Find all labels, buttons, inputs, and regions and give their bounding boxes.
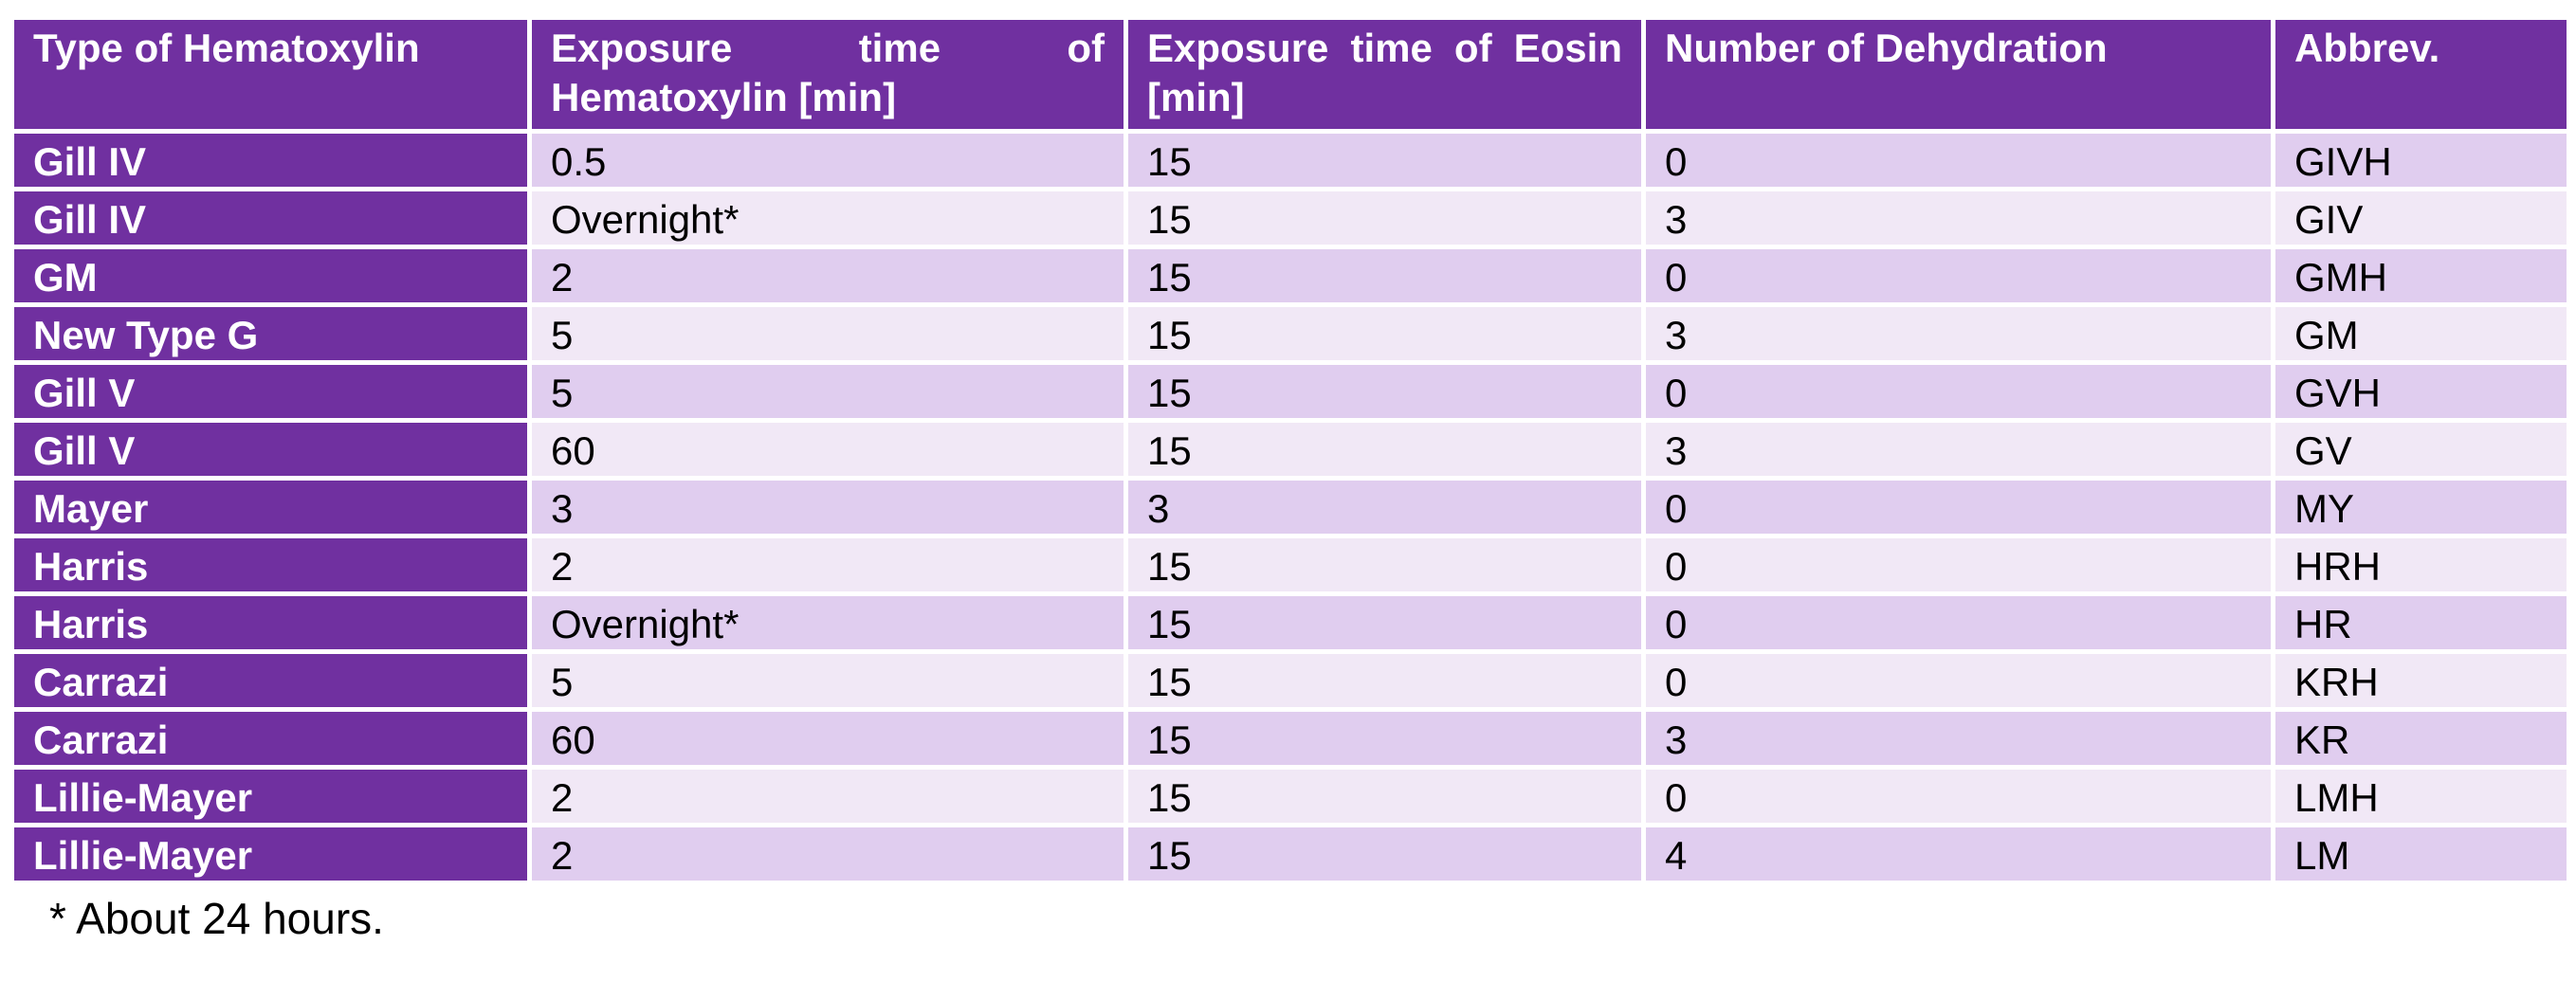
cell-dehydration: 4 xyxy=(1641,823,2275,885)
header-number-of-dehydration: Number of Dehydration xyxy=(1641,15,2275,134)
table-row: Gill V 5 15 0 GVH xyxy=(9,360,2571,423)
cell-type: GM xyxy=(9,245,532,307)
cell-abbrev: MY xyxy=(2271,476,2571,538)
cell-abbrev: GV xyxy=(2271,418,2571,481)
cell-abbrev: KR xyxy=(2271,707,2571,770)
cell-eosin-time: 15 xyxy=(1124,707,1646,770)
cell-eosin-time: 15 xyxy=(1124,823,1646,885)
data-table-container: Type of Hematoxylin Exposure time of Hem… xyxy=(9,15,2571,885)
header-exposure-hematoxylin: Exposure time of Hematoxylin [min] xyxy=(527,15,1128,134)
cell-hematoxylin-time: 2 xyxy=(527,534,1128,596)
cell-dehydration: 3 xyxy=(1641,302,2275,365)
cell-eosin-time: 15 xyxy=(1124,245,1646,307)
cell-hematoxylin-time: 5 xyxy=(527,649,1128,712)
cell-dehydration: 0 xyxy=(1641,476,2275,538)
table-row: Gill V 60 15 3 GV xyxy=(9,418,2571,481)
cell-dehydration: 3 xyxy=(1641,418,2275,481)
cell-hematoxylin-time: Overnight* xyxy=(527,591,1128,654)
cell-hematoxylin-time: 2 xyxy=(527,765,1128,827)
cell-dehydration: 0 xyxy=(1641,534,2275,596)
table-row: Harris Overnight* 15 0 HR xyxy=(9,591,2571,654)
cell-type: Harris xyxy=(9,534,532,596)
hematoxylin-table: Type of Hematoxylin Exposure time of Hem… xyxy=(9,15,2571,885)
cell-eosin-time: 15 xyxy=(1124,591,1646,654)
cell-eosin-time: 15 xyxy=(1124,187,1646,249)
cell-abbrev: LM xyxy=(2271,823,2571,885)
table-row: Gill IV 0.5 15 0 GIVH xyxy=(9,129,2571,191)
cell-eosin-time: 3 xyxy=(1124,476,1646,538)
cell-hematoxylin-time: 60 xyxy=(527,418,1128,481)
cell-abbrev: HR xyxy=(2271,591,2571,654)
footnote: * About 24 hours. xyxy=(49,894,384,943)
cell-dehydration: 3 xyxy=(1641,187,2275,249)
cell-type: Gill V xyxy=(9,418,532,481)
cell-abbrev: LMH xyxy=(2271,765,2571,827)
cell-dehydration: 0 xyxy=(1641,245,2275,307)
cell-abbrev: GIVH xyxy=(2271,129,2571,191)
cell-eosin-time: 15 xyxy=(1124,129,1646,191)
cell-dehydration: 3 xyxy=(1641,707,2275,770)
cell-hematoxylin-time: 3 xyxy=(527,476,1128,538)
cell-type: Gill IV xyxy=(9,129,532,191)
cell-type: New Type G xyxy=(9,302,532,365)
table-row: GM 2 15 0 GMH xyxy=(9,245,2571,307)
cell-type: Mayer xyxy=(9,476,532,538)
cell-hematoxylin-time: 2 xyxy=(527,823,1128,885)
cell-type: Gill V xyxy=(9,360,532,423)
cell-dehydration: 0 xyxy=(1641,591,2275,654)
cell-dehydration: 0 xyxy=(1641,129,2275,191)
header-row: Type of Hematoxylin Exposure time of Hem… xyxy=(9,15,2571,134)
cell-hematoxylin-time: 5 xyxy=(527,360,1128,423)
table-row: Carrazi 60 15 3 KR xyxy=(9,707,2571,770)
header-exposure-eosin: Exposure time of Eosin [min] xyxy=(1124,15,1646,134)
table-row: Mayer 3 3 0 MY xyxy=(9,476,2571,538)
table-row: Lillie-Mayer 2 15 0 LMH xyxy=(9,765,2571,827)
table-header: Type of Hematoxylin Exposure time of Hem… xyxy=(9,15,2571,134)
cell-abbrev: GVH xyxy=(2271,360,2571,423)
table-row: Harris 2 15 0 HRH xyxy=(9,534,2571,596)
header-abbrev: Abbrev. xyxy=(2271,15,2571,134)
cell-dehydration: 0 xyxy=(1641,765,2275,827)
cell-dehydration: 0 xyxy=(1641,360,2275,423)
cell-type: Gill IV xyxy=(9,187,532,249)
cell-eosin-time: 15 xyxy=(1124,418,1646,481)
cell-type: Lillie-Mayer xyxy=(9,765,532,827)
table-row: Lillie-Mayer 2 15 4 LM xyxy=(9,823,2571,885)
cell-abbrev: KRH xyxy=(2271,649,2571,712)
cell-type: Lillie-Mayer xyxy=(9,823,532,885)
table-row: Carrazi 5 15 0 KRH xyxy=(9,649,2571,712)
header-type-of-hematoxylin: Type of Hematoxylin xyxy=(9,15,532,134)
cell-eosin-time: 15 xyxy=(1124,302,1646,365)
cell-hematoxylin-time: 2 xyxy=(527,245,1128,307)
cell-dehydration: 0 xyxy=(1641,649,2275,712)
cell-abbrev: GMH xyxy=(2271,245,2571,307)
cell-eosin-time: 15 xyxy=(1124,765,1646,827)
cell-hematoxylin-time: 0.5 xyxy=(527,129,1128,191)
cell-type: Carrazi xyxy=(9,649,532,712)
table-body: Gill IV 0.5 15 0 GIVH Gill IV Overnight* 15 3 GIV… xyxy=(9,129,2571,885)
cell-type: Carrazi xyxy=(9,707,532,770)
table-row: New Type G 5 15 3 GM xyxy=(9,302,2571,365)
cell-eosin-time: 15 xyxy=(1124,534,1646,596)
cell-type: Harris xyxy=(9,591,532,654)
cell-eosin-time: 15 xyxy=(1124,649,1646,712)
cell-abbrev: GIV xyxy=(2271,187,2571,249)
cell-hematoxylin-time: Overnight* xyxy=(527,187,1128,249)
cell-eosin-time: 15 xyxy=(1124,360,1646,423)
cell-abbrev: HRH xyxy=(2271,534,2571,596)
cell-hematoxylin-time: 60 xyxy=(527,707,1128,770)
cell-abbrev: GM xyxy=(2271,302,2571,365)
table-row: Gill IV Overnight* 15 3 GIV xyxy=(9,187,2571,249)
cell-hematoxylin-time: 5 xyxy=(527,302,1128,365)
